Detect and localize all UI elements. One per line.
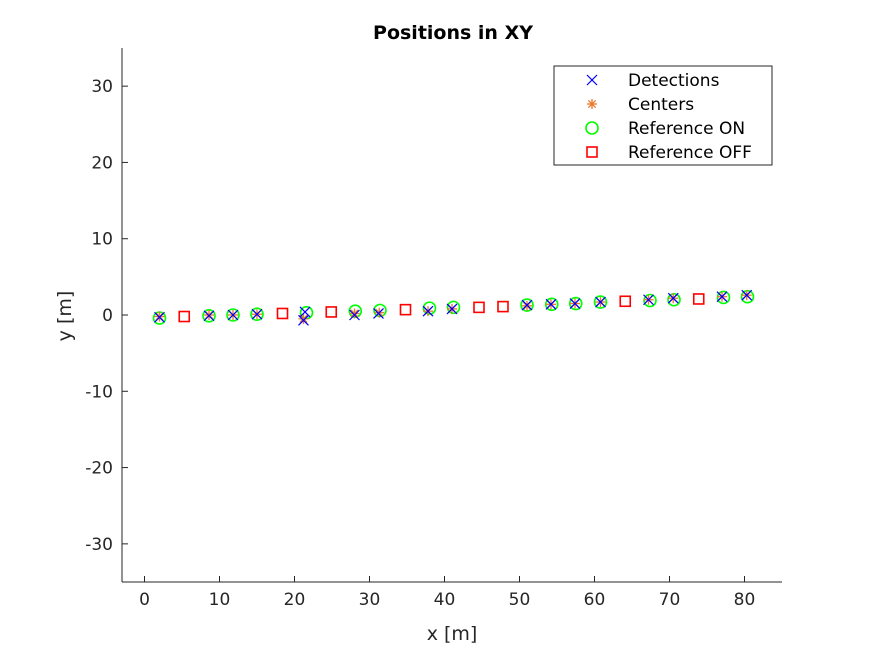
point-detections [643, 294, 654, 306]
point-reference-on [446, 300, 461, 315]
point-detections [422, 305, 434, 317]
legend-label-reference-on: Reference ON [628, 119, 745, 139]
point-reference-off [325, 306, 338, 318]
point-detections [545, 298, 557, 310]
point-reference-off [178, 310, 191, 323]
point-reference-on [520, 298, 534, 312]
point-reference-on [716, 290, 731, 305]
legend-marker-detections [586, 74, 598, 86]
point-detections [595, 296, 606, 308]
y-tick-label: 20 [91, 153, 113, 173]
point-detections [569, 298, 581, 309]
legend-label-reference-off: Reference OFF [628, 143, 752, 163]
x-tick-label: 40 [434, 590, 456, 610]
x-tick-label: 10 [209, 590, 231, 610]
point-detections [373, 308, 384, 319]
point-reference-off [399, 303, 412, 316]
point-reference-on [373, 303, 387, 318]
point-centers [298, 313, 309, 324]
legend-markers [585, 74, 599, 158]
point-reference-on [568, 296, 583, 311]
point-reference-off [473, 301, 485, 314]
ticks: 0 10 20 30 40 50 60 70 80 -30 -20 -10 0 10 20 30 [85, 77, 755, 610]
point-reference-on [348, 304, 363, 318]
x-tick-label: 50 [509, 590, 531, 610]
x-tick-label: 80 [734, 590, 756, 610]
legend-marker-centers [587, 99, 597, 109]
point-reference-off [692, 293, 705, 305]
point-reference-off [619, 295, 632, 308]
point-detections [154, 311, 165, 323]
point-reference-on [226, 308, 240, 322]
x-tick-label: 20 [284, 590, 306, 610]
point-reference-off [276, 307, 289, 320]
x-tick-label: 60 [584, 590, 606, 610]
point-detections [667, 292, 679, 304]
point-reference-on [202, 308, 216, 323]
point-detections [203, 310, 215, 322]
point-reference-on [593, 295, 608, 309]
y-tick-label: -20 [85, 459, 113, 479]
legend-marker-reference-off [586, 146, 598, 158]
y-tick-label: -30 [85, 535, 113, 555]
point-reference-on [740, 289, 755, 304]
point-reference-on [667, 292, 681, 307]
point-detections [251, 308, 263, 320]
legend-label-detections: Detections [628, 71, 720, 91]
point-detections [741, 289, 753, 301]
data-marks [152, 289, 755, 326]
point-reference-on [544, 297, 559, 312]
x-axis-label: x [m] [427, 623, 478, 645]
y-tick-label: 30 [91, 77, 113, 97]
point-detections [299, 306, 311, 318]
point-detections [716, 291, 728, 303]
x-tick-label: 0 [139, 590, 150, 610]
point-detections [227, 309, 239, 321]
y-tick-label: -10 [85, 382, 113, 402]
point-detections [446, 303, 458, 315]
x-tick-label: 70 [659, 590, 681, 610]
legend-marker-reference-on [585, 121, 599, 135]
point-reference-on [643, 293, 657, 308]
x-tick-label: 30 [359, 590, 381, 610]
point-detections [349, 309, 360, 321]
point-reference-on [422, 301, 437, 315]
point-detections [521, 299, 533, 311]
point-reference-on [250, 307, 264, 322]
point-reference-off [497, 300, 509, 313]
point-centers [349, 308, 360, 319]
legend: Detections Centers Reference ON Referenc… [553, 65, 773, 166]
chart-title: Positions in XY [373, 22, 533, 44]
legend-label-centers: Centers [628, 95, 694, 115]
y-axis-label: y [m] [54, 291, 76, 342]
y-tick-label: 0 [102, 306, 113, 326]
y-tick-label: 10 [91, 230, 113, 250]
